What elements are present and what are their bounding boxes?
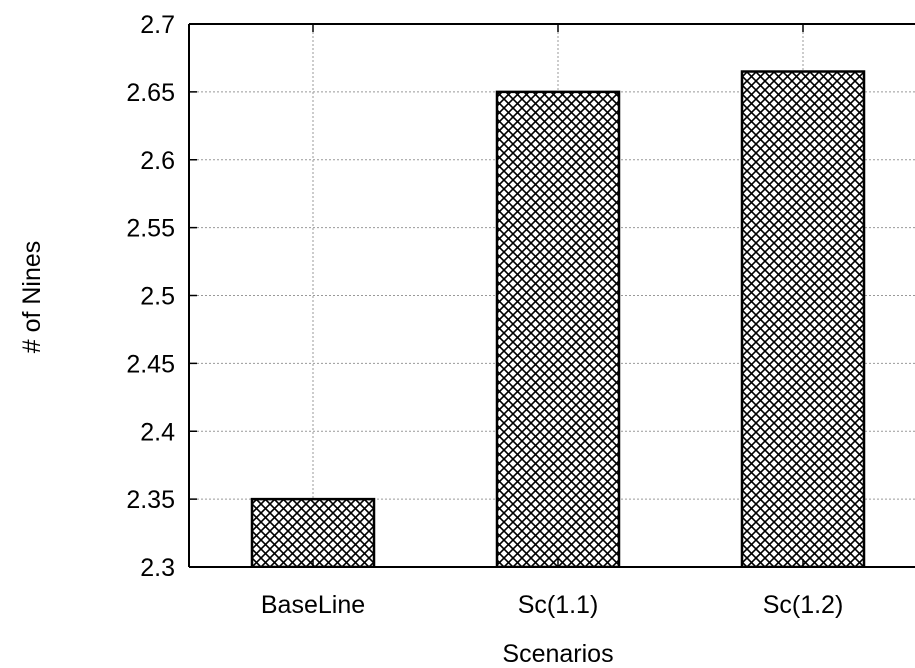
bar-sc-1-1 [495, 90, 621, 567]
x-tick-label: Sc(1.2) [763, 591, 844, 619]
bar-baseline [250, 497, 376, 567]
y-tick-label: 2.5 [140, 283, 175, 311]
y-tick-label: 2.6 [140, 147, 175, 175]
y-tick-label: 2.7 [140, 11, 175, 39]
y-tick-label: 2.45 [126, 350, 175, 378]
axes [188, 23, 915, 568]
y-tick-label: 2.35 [126, 486, 175, 514]
x-axis-ticks: BaseLine Sc(1.1) Sc(1.2) [261, 591, 843, 619]
y-tick-label: 2.55 [126, 215, 175, 243]
y-tick-label: 2.65 [126, 79, 175, 107]
x-tick-label: BaseLine [261, 591, 365, 619]
bar-sc-1-2 [740, 70, 866, 567]
y-axis-ticks: 2.3 2.35 2.4 2.45 2.5 2.55 2.6 2.65 2.7 [126, 11, 175, 582]
y-axis-title: # of Nines [18, 241, 46, 354]
x-axis-title: Scenarios [502, 640, 613, 668]
y-tick-label: 2.4 [140, 418, 175, 446]
y-tick-label: 2.3 [140, 554, 175, 582]
bars [250, 70, 866, 567]
x-tick-label: Sc(1.1) [518, 591, 599, 619]
